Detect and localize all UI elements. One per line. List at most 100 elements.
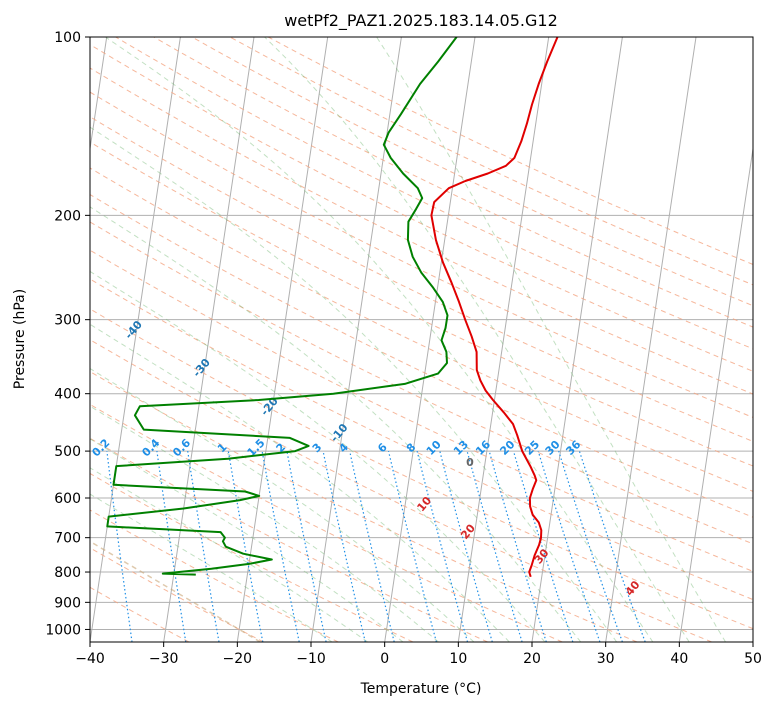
dry-adiabat — [90, 371, 638, 642]
isotherm — [90, 37, 181, 642]
y-tick-label: 800 — [54, 565, 81, 581]
mixing-ratio-label: 10 — [424, 438, 444, 458]
moist-adiabat — [90, 126, 618, 642]
mixing-ratio-line — [439, 450, 493, 642]
x-tick-label: 10 — [449, 651, 467, 667]
moist-adiabat-label: 40 — [623, 578, 643, 598]
dry-adiabat — [90, 249, 753, 572]
mixing-ratio-line — [322, 450, 366, 642]
isotherm — [605, 37, 697, 642]
dry-adiabat-label: -50 — [55, 273, 78, 297]
x-tick-label: −10 — [296, 651, 326, 667]
dry-adiabat — [90, 437, 488, 642]
moist-adiabat — [90, 540, 261, 642]
y-tick-label: 400 — [54, 387, 81, 403]
dry-adiabat-label: 0 — [466, 456, 474, 469]
dry-adiabat-label: -30 — [190, 356, 213, 380]
dewpoint-line — [106, 37, 458, 576]
dry-adiabat — [90, 116, 753, 442]
mixing-ratio-label: 0.6 — [170, 436, 193, 459]
y-tick-label: 1000 — [45, 622, 81, 638]
isotherm — [384, 37, 476, 642]
mixing-ratio-line — [156, 451, 187, 642]
x-tick-label: 30 — [597, 651, 615, 667]
y-axis: 100 200 300 400 500 600 700 800 900 1000 — [45, 30, 90, 638]
dry-adiabat — [115, 37, 753, 350]
moist-adiabat — [105, 37, 654, 642]
background-lines — [0, 37, 753, 642]
moist-adiabat — [0, 37, 2, 642]
dry-adiabat — [90, 472, 414, 642]
isotherm — [236, 37, 329, 642]
mixing-ratio-line — [488, 450, 547, 642]
y-tick-label: 900 — [54, 595, 81, 611]
dry-adiabat — [90, 141, 753, 467]
x-tick-label: −20 — [223, 651, 253, 667]
x-tick-label: 40 — [670, 651, 688, 667]
moist-adiabat — [90, 405, 439, 642]
dry-adiabat — [229, 37, 753, 286]
dry-adiabat — [90, 43, 753, 372]
isotherm — [457, 37, 550, 642]
y-tick-label: 300 — [54, 313, 81, 329]
temperature-line — [430, 37, 559, 578]
moist-adiabat — [90, 270, 546, 642]
dry-adiabat-label: -60 — [0, 234, 10, 258]
isotherm — [678, 145, 753, 642]
x-tick-label: 20 — [523, 651, 541, 667]
mixing-ratio-line — [349, 450, 395, 642]
dry-adiabat — [90, 509, 339, 642]
isotherm — [531, 37, 623, 642]
y-tick-label: 500 — [54, 444, 81, 460]
moist-adiabat — [90, 438, 404, 642]
moist-adiabat-label: 20 — [458, 521, 478, 541]
dry-adiabat — [191, 37, 753, 307]
plot-frame — [89, 36, 754, 643]
mixing-ratio-line — [416, 450, 469, 642]
x-axis: −40 −30 −20 −10 0 10 20 30 40 50 — [75, 642, 762, 667]
x-tick-label: −40 — [75, 651, 105, 667]
mixing-ratio-line — [578, 450, 646, 642]
y-axis-label: Pressure (hPa) — [12, 289, 28, 389]
mixing-ratio-line — [466, 450, 523, 642]
isotherm — [752, 638, 753, 642]
dry-adiabat — [90, 308, 753, 630]
x-tick-label: 50 — [744, 651, 762, 667]
dry-adiabat — [90, 339, 712, 642]
mixing-ratio-label: 8 — [404, 441, 419, 456]
line-labels: 0.10.20.40.611.52346810131620253036-100-… — [0, 234, 643, 598]
moist-adiabat — [90, 323, 510, 642]
dry-adiabat — [90, 278, 753, 601]
mixing-ratio-line — [261, 450, 300, 642]
isotherm — [163, 37, 255, 642]
dry-adiabat — [90, 67, 753, 395]
mixing-ratio-label: 3 — [310, 441, 325, 456]
mixing-ratio-label: 1 — [215, 441, 230, 456]
isotherm — [90, 37, 108, 153]
dry-adiabat — [90, 586, 190, 642]
x-axis-label: Temperature (°C) — [360, 681, 482, 697]
moist-adiabat — [90, 467, 368, 642]
chart-title: wetPf2_PAZ1.2025.183.14.05.G12 — [284, 11, 558, 31]
dry-adiabat — [90, 221, 753, 545]
profiles — [106, 37, 559, 578]
dry-adiabat-label: -10 — [328, 421, 351, 445]
dry-adiabat-label: -40 — [122, 318, 145, 342]
mixing-ratio-line — [558, 450, 623, 642]
mixing-ratio-line — [187, 451, 220, 642]
x-tick-label: 0 — [380, 651, 389, 667]
moist-adiabat — [264, 37, 690, 642]
mixing-ratio-line — [537, 450, 601, 642]
mixing-ratio-label: 16 — [473, 438, 493, 458]
mixing-ratio-label: 36 — [563, 438, 583, 458]
mixing-ratio-label: 6 — [375, 440, 390, 455]
mixing-ratio-line — [106, 451, 133, 642]
dry-adiabat — [90, 91, 753, 418]
y-tick-label: 700 — [54, 531, 81, 547]
mixing-ratio-label: 0.4 — [139, 436, 162, 459]
moist-adiabat — [90, 206, 582, 642]
mixing-ratio-line — [512, 450, 574, 642]
moist-adiabat-label: 10 — [414, 494, 434, 514]
mixing-ratio-line — [286, 450, 327, 642]
